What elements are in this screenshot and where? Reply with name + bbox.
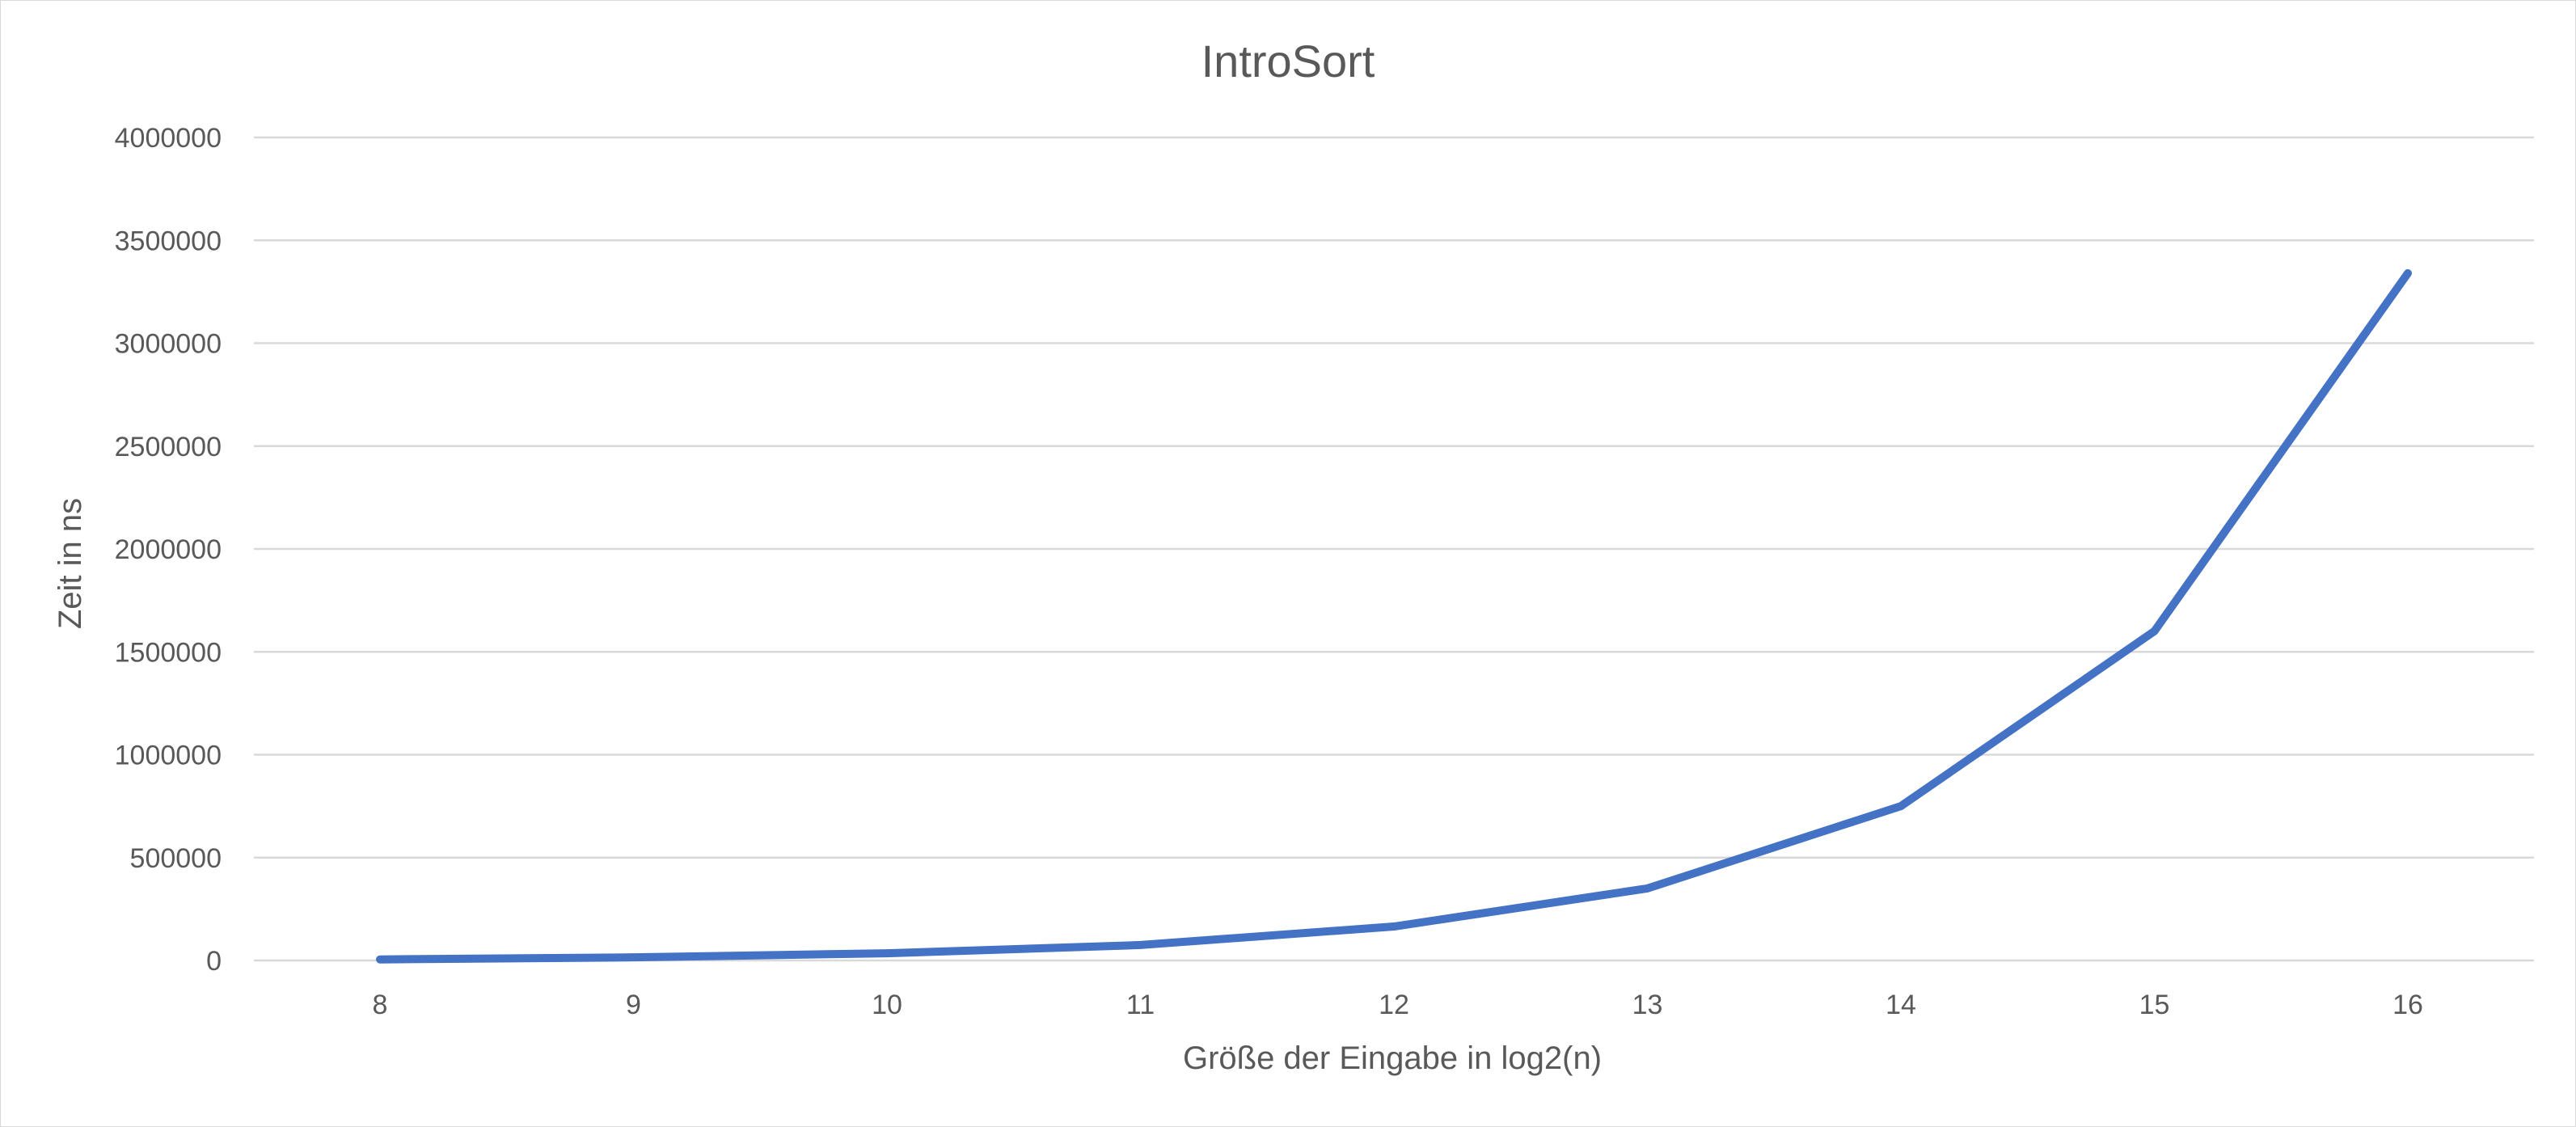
- y-tick-label: 1000000: [115, 741, 222, 771]
- x-tick-label: 13: [1632, 990, 1663, 1020]
- data-point: [1139, 943, 1142, 946]
- y-tick-label: 1500000: [115, 637, 222, 668]
- data-point: [886, 952, 888, 955]
- y-axis-ticks: 0 500000 1000000 1500000 2000000 2500000 30000…: [115, 123, 222, 977]
- y-tick-label: 4000000: [115, 123, 222, 154]
- x-tick-label: 14: [1886, 990, 1916, 1020]
- x-tick-label: 9: [626, 990, 641, 1020]
- x-tick-label: 15: [2139, 990, 2170, 1020]
- y-tick-label: 2500000: [115, 432, 222, 462]
- x-tick-label: 10: [872, 990, 902, 1020]
- data-point: [379, 958, 381, 960]
- y-tick-label: 2000000: [115, 534, 222, 565]
- data-point: [2153, 630, 2156, 632]
- y-tick-label: 500000: [130, 843, 222, 874]
- y-tick-label: 3500000: [115, 226, 222, 256]
- data-point: [1900, 805, 1902, 808]
- x-tick-label: 12: [1379, 990, 1409, 1020]
- x-axis-ticks: 8 9 10 11 12 13 14 15 16: [373, 990, 2423, 1020]
- y-tick-label: 3000000: [115, 329, 222, 360]
- x-axis-label: Größe der Eingabe in log2(n): [1183, 1040, 1602, 1076]
- x-tick-label: 8: [373, 990, 388, 1020]
- data-point: [632, 956, 635, 959]
- series-line: [376, 268, 2412, 964]
- x-tick-label: 16: [2392, 990, 2423, 1020]
- x-tick-label: 11: [1126, 990, 1155, 1020]
- gridlines: [254, 136, 2534, 962]
- data-point: [1393, 926, 1395, 928]
- data-point: [2407, 272, 2409, 274]
- series-layer: [376, 268, 2412, 964]
- y-axis-label: Zeit in ns: [53, 498, 88, 629]
- data-point: [1646, 887, 1649, 889]
- y-tick-label: 0: [206, 946, 222, 977]
- chart-title: IntroSort: [1201, 36, 1375, 87]
